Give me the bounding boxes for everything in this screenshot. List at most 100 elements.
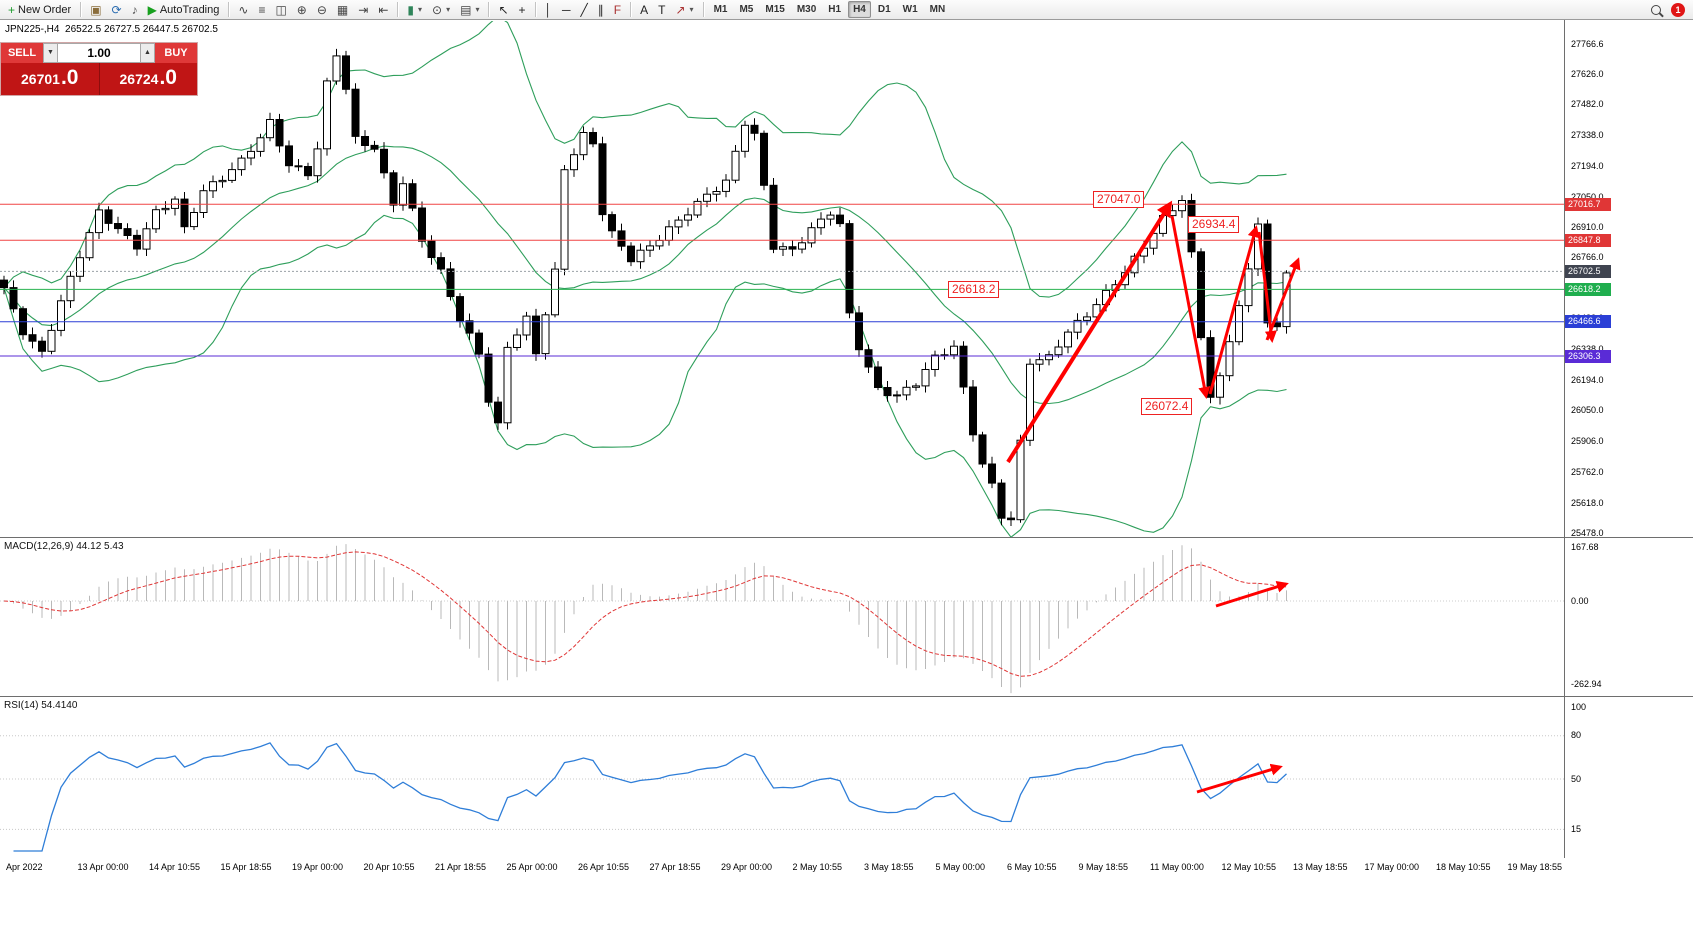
objects-list-icon[interactable]: ◫	[270, 1, 291, 19]
new-chart-button[interactable]: ▮ ▾	[402, 1, 427, 19]
templates-glyph-icon: ▤	[460, 2, 472, 17]
indicator-windows-icon-glyph-icon: ≡	[258, 2, 266, 17]
price-label-flag[interactable]: 26072.4	[1141, 398, 1193, 415]
buy-price[interactable]: 26724 .0	[100, 63, 198, 95]
macd-indicator-label: MACD(12,26,9) 44.12 5.43	[4, 541, 124, 552]
toolbar-separator	[488, 2, 490, 17]
symbol-info: JPN225-,H4 26522.5 26727.5 26447.5 26702…	[5, 24, 218, 35]
volume-increase-button[interactable]: ▲	[140, 43, 155, 63]
time-axis-label: 6 May 10:55	[1007, 862, 1057, 872]
sell-button[interactable]: SELL	[1, 43, 43, 63]
text-icon-glyph-icon: A	[640, 2, 649, 17]
timeframe-h4-button[interactable]: H4	[848, 1, 871, 18]
time-axis-label: 25 Apr 00:00	[506, 862, 558, 872]
price-axis-label: 26910.0	[1571, 221, 1604, 232]
time-axis-label: 20 Apr 10:55	[363, 862, 415, 872]
buy-price-pips: .0	[159, 66, 177, 89]
crosshair-icon[interactable]: +	[514, 1, 531, 19]
trade-panel-divider	[98, 63, 100, 95]
vertical-line-icon[interactable]: │	[540, 1, 558, 19]
volume-decrease-button[interactable]: ▼	[43, 43, 58, 63]
timeframe-m15-button[interactable]: M15	[760, 1, 789, 18]
zoom-in-icon[interactable]: ⊕	[292, 1, 312, 19]
arrows-icon-glyph-icon: ↗	[675, 2, 686, 17]
timeframe-w1-button[interactable]: W1	[898, 1, 923, 18]
equidistant-channel-icon[interactable]: ∥	[593, 1, 609, 19]
horizontal-line-icon[interactable]: ─	[557, 1, 576, 19]
text-label-icon[interactable]: T	[653, 1, 670, 19]
volume-input[interactable]	[58, 43, 140, 63]
auto-scroll-icon[interactable]: ⇥	[353, 1, 373, 19]
trade-panel-controls: SELL ▼ ▲ BUY	[1, 43, 197, 63]
price-tag: 26306.3	[1565, 349, 1611, 363]
arrows-icon[interactable]: ↗ ▾	[670, 1, 698, 19]
indicator-windows-icon[interactable]: ≡	[253, 1, 270, 19]
time-axis-label: 14 Apr 10:55	[149, 862, 201, 872]
timeframe-m5-button[interactable]: M5	[734, 1, 758, 18]
timeframe-h1-button[interactable]: H1	[823, 1, 846, 18]
new-order-button[interactable]: + New Order	[3, 1, 76, 19]
time-axis-label: Apr 2022	[6, 862, 43, 872]
toolbar-separator	[80, 2, 82, 17]
chart-shift-icon[interactable]: ⇤	[373, 1, 393, 19]
tile-windows-icon[interactable]: ▦	[332, 1, 353, 19]
time-axis-label: 29 Apr 00:00	[721, 862, 773, 872]
charts-icon[interactable]: ▣	[85, 1, 106, 19]
vertical-line-icon-glyph-icon: │	[544, 2, 553, 17]
buy-button[interactable]: BUY	[155, 43, 197, 63]
fibonacci-icon[interactable]: F	[609, 1, 626, 19]
sell-price-pips: .0	[60, 66, 79, 89]
notification-badge[interactable]: 1	[1671, 2, 1685, 17]
price-label-flag[interactable]: 27047.0	[1093, 191, 1145, 208]
rsi-scale-label: 15	[1571, 823, 1582, 834]
text-label-icon-glyph-icon: T	[658, 2, 666, 17]
toolbar-separator	[630, 2, 632, 17]
horizontal-line-icon-glyph-icon: ─	[562, 2, 571, 17]
crosshair-icon-glyph-icon: +	[518, 2, 526, 17]
time-axis-label: 21 Apr 18:55	[435, 862, 487, 872]
price-axis-label: 26194.0	[1571, 374, 1604, 385]
price-axis-label: 25906.0	[1571, 436, 1604, 447]
text-icon[interactable]: A	[635, 1, 653, 19]
sell-price[interactable]: 26701 .0	[1, 63, 99, 95]
autotrading-button[interactable]: ▶ AutoTrading	[143, 1, 225, 19]
sound-icon[interactable]: ♪	[127, 1, 143, 19]
rsi-indicator-label: RSI(14) 54.4140	[4, 700, 78, 711]
time-axis-label: 15 Apr 18:55	[220, 862, 272, 872]
trendline-icon-glyph-icon: ╱	[580, 2, 588, 17]
price-axis-label: 25618.0	[1571, 497, 1604, 508]
autotrading-button-label: AutoTrading	[159, 3, 220, 16]
time-axis[interactable]: Apr 2022 13 Apr 00:00 14 Apr 10:55 15 Apr 1…	[0, 858, 1693, 878]
rsi-scale-label: 50	[1571, 773, 1582, 784]
time-axis-label: 9 May 18:55	[1078, 862, 1129, 872]
price-label-flag[interactable]: 26618.2	[948, 281, 1000, 298]
price-axis[interactable]: 27766.6 27626.0 27482.0 27338.0 27194.0 27050…	[1564, 20, 1693, 858]
search-icon[interactable]	[1646, 1, 1666, 19]
cursor-icon[interactable]: ↖	[493, 1, 513, 19]
price-axis-label: 27194.0	[1571, 160, 1604, 171]
time-axis-label: 13 Apr 00:00	[77, 862, 129, 872]
price-tag: 26618.2	[1565, 282, 1611, 296]
timeframe-mn-button[interactable]: MN	[925, 1, 951, 18]
trendline-icon[interactable]: ╱	[576, 1, 593, 19]
periods-button[interactable]: ⊙ ▾	[427, 1, 455, 19]
toolbar-separator	[534, 2, 536, 17]
new-chart-glyph-icon: ▮	[407, 2, 414, 17]
timeframe-m1-button[interactable]: M1	[709, 1, 733, 18]
time-axis-label: 17 May 00:00	[1364, 862, 1420, 872]
time-axis-label: 19 Apr 00:00	[292, 862, 344, 872]
price-label-flag[interactable]: 26934.4	[1188, 216, 1240, 233]
zoom-out-icon[interactable]: ⊖	[312, 1, 332, 19]
objects-list-icon-glyph-icon: ◫	[275, 2, 287, 17]
templates-button[interactable]: ▤ ▾	[455, 1, 484, 19]
indicators-icon[interactable]: ∿	[233, 1, 253, 19]
refresh-icon[interactable]: ⟳	[107, 1, 127, 19]
timeframe-m30-button[interactable]: M30	[792, 1, 821, 18]
time-axis-label: 18 May 10:55	[1436, 862, 1491, 872]
rsi-scale-label: 100	[1571, 701, 1587, 712]
autotrading-glyph-icon: ▶	[147, 2, 157, 17]
timeframe-d1-button[interactable]: D1	[873, 1, 896, 18]
